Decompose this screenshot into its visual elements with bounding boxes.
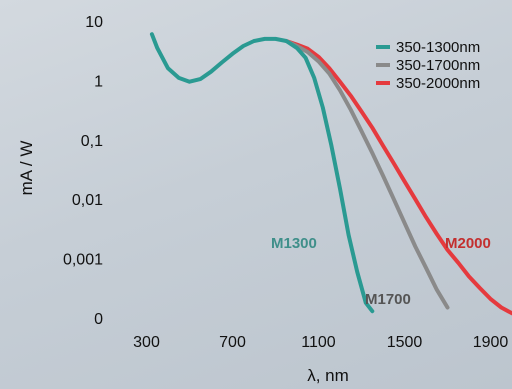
plot-area: [149, 32, 512, 316]
series-line-350-1700nm: [284, 39, 450, 310]
x-tick-label: 1100: [301, 334, 336, 351]
series-annotation: M1700: [365, 291, 411, 308]
x-tick-label: 700: [219, 334, 246, 351]
y-tick-label: 10: [85, 14, 103, 31]
series-line-350-2000nm: [284, 39, 512, 316]
x-axis-ticks: 300 700 1100 1500 1900: [133, 334, 508, 351]
y-axis-ticks: 0 0,001 0,01 0,1 1 10: [63, 14, 103, 328]
annotations: M1300 M1700 M2000: [271, 235, 491, 308]
y-axis-label: mA / W: [17, 141, 36, 196]
legend-label: 350-1300nm: [396, 39, 480, 56]
legend-label: 350-2000nm: [396, 75, 480, 92]
y-tick-label: 0,1: [81, 133, 103, 150]
legend-label: 350-1700nm: [396, 57, 480, 74]
series-annotation: M2000: [445, 235, 491, 252]
series-annotation: M1300: [271, 235, 317, 252]
y-tick-label: 1: [94, 73, 103, 90]
series-layer: [149, 32, 512, 316]
y-tick-label: 0,01: [72, 192, 103, 209]
y-tick-label: 0,001: [63, 252, 103, 269]
x-tick-label: 300: [133, 334, 160, 351]
x-axis-label: λ, nm: [307, 366, 349, 385]
y-tick-label: 0: [94, 311, 103, 328]
x-tick-label: 1900: [473, 334, 509, 351]
x-tick-label: 1500: [387, 334, 423, 351]
series-line-350-1300nm: [149, 32, 375, 314]
